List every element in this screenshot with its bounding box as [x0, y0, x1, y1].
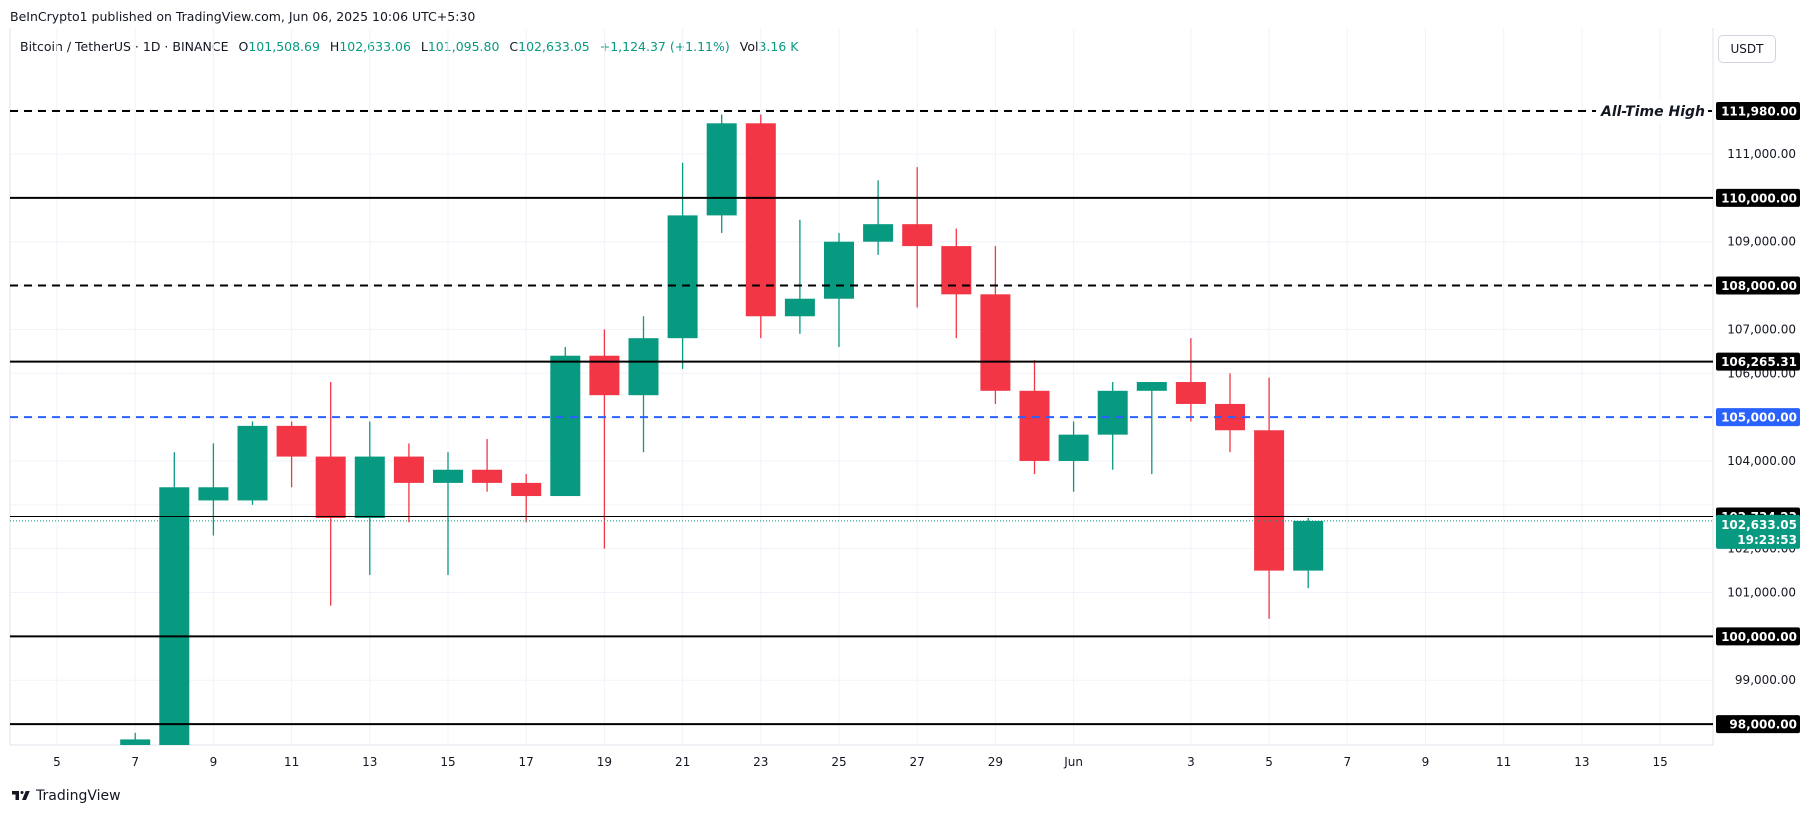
candle-up	[198, 487, 229, 501]
time-tick-label: 3	[1187, 755, 1195, 769]
level-badge-label: 100,000.00	[1721, 630, 1797, 644]
candle-up	[550, 355, 581, 497]
candle-up	[1136, 382, 1167, 391]
candle-up	[433, 469, 463, 483]
level-badge-label: 98,000.00	[1729, 718, 1797, 732]
high-value: 102,633.06	[339, 39, 411, 54]
time-tick-label: 23	[753, 755, 768, 769]
open-label: O	[238, 39, 249, 54]
level-badge	[1716, 715, 1800, 734]
low-value: 101,095.80	[427, 39, 500, 54]
candle-down	[1019, 390, 1050, 461]
candles-group	[120, 114, 1324, 745]
level-badge	[1716, 408, 1800, 427]
candle-up	[1097, 390, 1128, 435]
time-tick-label: 19	[597, 755, 612, 769]
volume-label: Vol	[739, 39, 759, 54]
annotation-bg	[1596, 100, 1708, 123]
price-tick-label: 101,000.00	[1727, 586, 1796, 600]
open-value: 101,508.69	[248, 39, 320, 54]
candle-up	[863, 224, 894, 242]
time-tick-label: 9	[210, 755, 218, 769]
countdown-label: 19:23:53	[1737, 533, 1797, 547]
tradingview-logo-icon	[12, 791, 30, 800]
close-value: 102,633.05	[518, 39, 590, 54]
candle-up	[628, 338, 659, 396]
candle-down	[315, 456, 346, 518]
level-badge-label: 108,000.00	[1721, 279, 1797, 293]
level-badge	[1716, 352, 1800, 371]
candle-down	[276, 425, 307, 457]
time-tick-label: 17	[519, 755, 534, 769]
level-badge	[1716, 188, 1800, 207]
tradingview-logo-text: TradingView	[36, 788, 121, 804]
level-badge	[1716, 102, 1800, 121]
price-tick-label: 111,000.00	[1727, 147, 1796, 161]
time-tick-label: 5	[1265, 755, 1273, 769]
candle-down	[393, 456, 424, 483]
level-badge-label: 110,000.00	[1721, 191, 1797, 205]
candle-down	[941, 246, 972, 295]
candle-down	[1254, 430, 1285, 571]
time-tick-label: 15	[440, 755, 455, 769]
candle-up	[706, 123, 737, 216]
level-badge-label: 111,980.00	[1721, 105, 1797, 119]
candle-up	[1058, 434, 1089, 461]
time-tick-label: 11	[284, 755, 299, 769]
time-tick-label: 11	[1496, 755, 1511, 769]
volume-value: 3.16 K	[758, 39, 799, 54]
candle-down	[511, 482, 542, 497]
time-tick-label: 27	[910, 755, 925, 769]
candle-down	[472, 469, 503, 483]
time-tick-label: 29	[988, 755, 1003, 769]
candle-up	[824, 241, 854, 299]
time-tick-label: 21	[675, 755, 690, 769]
candle-up	[1293, 520, 1324, 571]
candle-up	[237, 425, 268, 501]
symbol-name[interactable]: Bitcoin / TetherUS · 1D · BINANCE	[20, 39, 229, 54]
time-tick-label: Jun	[1063, 755, 1083, 769]
high-label: H	[329, 39, 340, 54]
all-time-high-annotation: All-Time High	[1600, 104, 1705, 120]
level-badge	[1716, 276, 1800, 295]
candle-up	[354, 456, 385, 518]
level-badge-label: 105,000.00	[1721, 411, 1797, 425]
price-tick-label: 99,000.00	[1735, 673, 1796, 687]
candle-down	[902, 224, 933, 247]
last-price-badge	[1716, 514, 1800, 549]
time-tick-label: 7	[1343, 755, 1351, 769]
time-tick-label: 5	[53, 755, 61, 769]
time-tick-label: 13	[1574, 755, 1589, 769]
change-value: +1,124.37 (+1.11%)	[599, 39, 730, 54]
symbol-legend: Bitcoin / TetherUS · 1D · BINANCE O101,5…	[20, 39, 798, 54]
level-badge	[1716, 627, 1800, 646]
level-badge-label: 106,265.31	[1721, 355, 1797, 369]
candle-down	[745, 123, 776, 317]
time-tick-label: 15	[1652, 755, 1667, 769]
price-tick-label: 107,000.00	[1727, 322, 1796, 336]
price-tick-label: 109,000.00	[1727, 235, 1796, 249]
price-tick-label: 104,000.00	[1727, 454, 1796, 468]
publisher-text: BeInCrypto1 published on TradingView.com…	[10, 9, 476, 24]
time-tick-label: 25	[831, 755, 846, 769]
candle-up	[120, 739, 151, 745]
time-tick-label: 13	[362, 755, 377, 769]
currency-button[interactable]: USDT	[1718, 35, 1776, 63]
candle-down	[980, 294, 1011, 391]
last-price-label: 102,633.05	[1721, 518, 1797, 532]
candle-up	[784, 298, 815, 317]
close-label: C	[509, 39, 519, 54]
candle-down	[1175, 382, 1206, 404]
candle-up	[159, 487, 190, 745]
time-tick-label: 9	[1422, 755, 1430, 769]
time-tick-label: 7	[131, 755, 139, 769]
tradingview-logo[interactable]: TradingView	[10, 788, 121, 804]
low-label: L	[420, 39, 428, 54]
candle-up	[667, 215, 698, 339]
